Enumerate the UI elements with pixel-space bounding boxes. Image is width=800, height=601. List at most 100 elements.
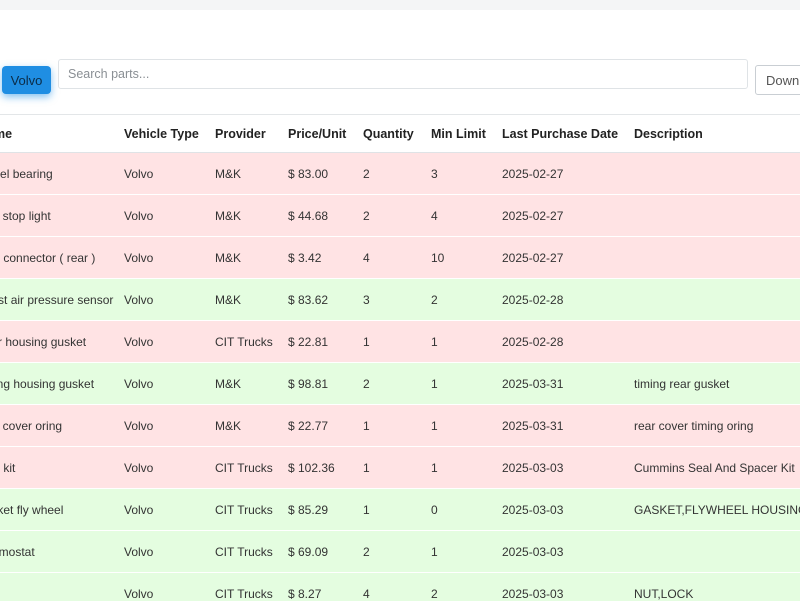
cell-price-unit: $ 85.29 (282, 489, 357, 531)
cell-quantity: 3 (357, 279, 425, 321)
cell-description (628, 279, 800, 321)
search-input[interactable] (58, 59, 748, 89)
cell-min-limit: 1 (425, 405, 496, 447)
column-header-min-limit[interactable]: Min Limit (425, 115, 496, 153)
cell-vehicle-type: Volvo (118, 321, 209, 363)
cell-price-unit: $ 22.81 (282, 321, 357, 363)
column-header-provider[interactable]: Provider (209, 115, 282, 153)
cell-min-limit: 10 (425, 237, 496, 279)
cell-description: rear cover timing oring (628, 405, 800, 447)
column-header-last-purchase-date[interactable]: Last Purchase Date (496, 115, 628, 153)
cell-description (628, 195, 800, 237)
parts-table: Name Vehicle Type Provider Price/Unit Qu… (0, 115, 800, 601)
cell-quantity: 2 (357, 153, 425, 195)
column-header-quantity[interactable]: Quantity (357, 115, 425, 153)
column-header-vehicle-type[interactable]: Vehicle Type (118, 115, 209, 153)
cell-description (628, 153, 800, 195)
cell-last-purchase-date: 2025-02-27 (496, 237, 628, 279)
cell-quantity: 2 (357, 195, 425, 237)
vehicle-filter-volvo-button[interactable]: Volvo (2, 66, 51, 94)
column-header-price-unit[interactable]: Price/Unit (282, 115, 357, 153)
cell-last-purchase-date: 2025-02-27 (496, 195, 628, 237)
table-row[interactable]: thermostatVolvoCIT Trucks$ 69.09212025-0… (0, 531, 800, 573)
cell-provider: M&K (209, 237, 282, 279)
cell-price-unit: $ 83.00 (282, 153, 357, 195)
cell-quantity: 2 (357, 531, 425, 573)
cell-price-unit: $ 69.09 (282, 531, 357, 573)
cell-provider: CIT Trucks (209, 321, 282, 363)
cell-vehicle-type: Volvo (118, 531, 209, 573)
cell-name: light connector ( rear ) (0, 237, 118, 279)
cell-quantity: 1 (357, 405, 425, 447)
cell-provider: M&K (209, 363, 282, 405)
cell-last-purchase-date: 2025-03-03 (496, 489, 628, 531)
cell-quantity: 2 (357, 363, 425, 405)
cell-provider: M&K (209, 279, 282, 321)
cell-name: rear cover oring (0, 405, 118, 447)
cell-description (628, 237, 800, 279)
cell-name: wheel bearing (0, 153, 118, 195)
cell-vehicle-type: Volvo (118, 237, 209, 279)
cell-vehicle-type: Volvo (118, 447, 209, 489)
column-header-description[interactable]: Description (628, 115, 800, 153)
download-button[interactable]: Downl (755, 65, 800, 95)
cell-min-limit: 1 (425, 531, 496, 573)
cell-vehicle-type: Volvo (118, 489, 209, 531)
cell-min-limit: 2 (425, 279, 496, 321)
cell-min-limit: 3 (425, 153, 496, 195)
cell-vehicle-type: Volvo (118, 363, 209, 405)
cell-min-limit: 0 (425, 489, 496, 531)
cell-description: NUT,LOCK (628, 573, 800, 601)
cell-vehicle-type: Volvo (118, 195, 209, 237)
cell-vehicle-type: Volvo (118, 573, 209, 601)
cell-name: rear stop light (0, 195, 118, 237)
column-header-name[interactable]: Name (0, 115, 118, 153)
cell-vehicle-type: Volvo (118, 153, 209, 195)
cell-provider: M&K (209, 405, 282, 447)
cell-name: timing housing gusket (0, 363, 118, 405)
cell-name: thermostat (0, 531, 118, 573)
cell-min-limit: 1 (425, 363, 496, 405)
cell-min-limit: 1 (425, 321, 496, 363)
cell-description (628, 321, 800, 363)
cell-quantity: 4 (357, 573, 425, 601)
cell-provider: CIT Trucks (209, 447, 282, 489)
table-header-row: Name Vehicle Type Provider Price/Unit Qu… (0, 115, 800, 153)
cell-last-purchase-date: 2025-03-03 (496, 447, 628, 489)
cell-price-unit: $ 8.27 (282, 573, 357, 601)
cell-price-unit: $ 102.36 (282, 447, 357, 489)
cell-quantity: 1 (357, 321, 425, 363)
cell-provider: M&K (209, 153, 282, 195)
cell-quantity: 1 (357, 447, 425, 489)
cell-last-purchase-date: 2025-02-27 (496, 153, 628, 195)
cell-min-limit: 1 (425, 447, 496, 489)
parts-table-container: Name Vehicle Type Provider Price/Unit Qu… (0, 114, 800, 601)
cell-name: nut (0, 573, 118, 601)
cell-min-limit: 2 (425, 573, 496, 601)
table-row[interactable]: nutVolvoCIT Trucks$ 8.27422025-03-03NUT,… (0, 573, 800, 601)
cell-price-unit: $ 3.42 (282, 237, 357, 279)
cell-quantity: 1 (357, 489, 425, 531)
cell-last-purchase-date: 2025-03-03 (496, 531, 628, 573)
cell-last-purchase-date: 2025-03-03 (496, 573, 628, 601)
cell-min-limit: 4 (425, 195, 496, 237)
cell-price-unit: $ 83.62 (282, 279, 357, 321)
cell-vehicle-type: Volvo (118, 405, 209, 447)
cell-vehicle-type: Volvo (118, 279, 209, 321)
top-strip (0, 0, 800, 10)
cell-last-purchase-date: 2025-02-28 (496, 321, 628, 363)
cell-description: Cummins Seal And Spacer Kit (628, 447, 800, 489)
cell-provider: CIT Trucks (209, 489, 282, 531)
cell-last-purchase-date: 2025-02-28 (496, 279, 628, 321)
cell-name: seal kit (0, 447, 118, 489)
